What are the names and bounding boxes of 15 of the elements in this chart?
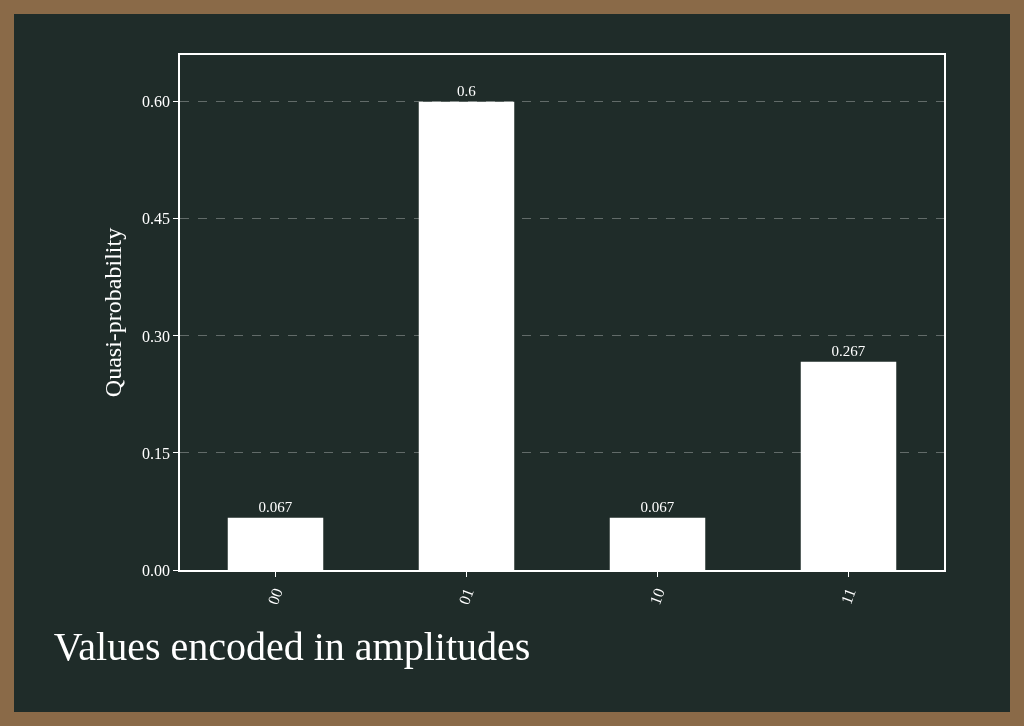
x-tick-label: 10 xyxy=(646,585,668,607)
data-label: 0.067 xyxy=(640,498,675,515)
x-tick-label: 11 xyxy=(837,585,859,607)
data-label: 0.267 xyxy=(831,342,866,359)
x-tick-label: 01 xyxy=(455,585,477,607)
y-tick-label: 0.30 xyxy=(142,327,171,345)
data-label: 0.067 xyxy=(258,498,293,515)
text: Values encoded in amplitudes xyxy=(53,623,531,669)
y-tick-label: 0.45 xyxy=(142,210,171,228)
y-tick-label: 0.60 xyxy=(142,93,171,111)
y-axis-title: Quasi-probability xyxy=(99,227,126,398)
y-tick-label: 0.00 xyxy=(142,561,171,579)
x-tick-label: 00 xyxy=(264,585,286,607)
y-tick-label: 0.15 xyxy=(142,444,171,462)
data-label: 0.6 xyxy=(456,82,477,99)
